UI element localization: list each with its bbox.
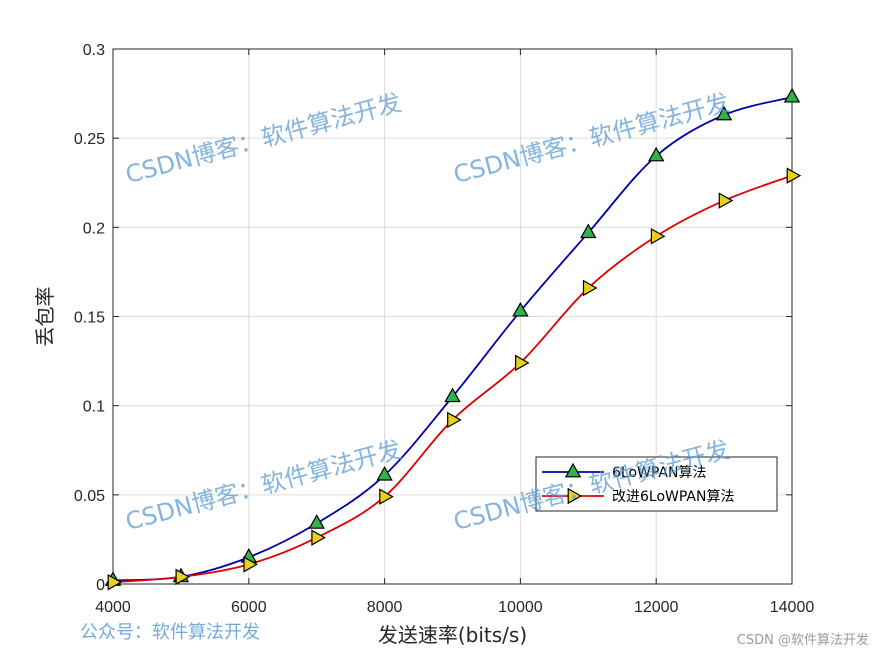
series-markers: [104, 87, 802, 591]
x-tick-label: 14000: [770, 599, 815, 616]
legend-box: [535, 456, 778, 512]
data-point-2: [107, 573, 123, 591]
data-point-2: [243, 556, 259, 573]
legend-swatch-marker: [564, 462, 582, 478]
x-tick-label: 10000: [498, 599, 543, 616]
data-point-1: [308, 514, 325, 529]
watermark-credit: CSDN @软件算法开发: [736, 633, 869, 648]
data-point-2: [379, 488, 394, 505]
axis-ticks: 4000 6000 8000 10000 12000 14000 0 0.05 0.1 0.15 0…: [74, 42, 814, 616]
y-tick-label: 0: [96, 577, 105, 594]
data-point-1: [647, 146, 665, 162]
data-point-1: [376, 465, 393, 481]
data-point-2: [718, 192, 734, 209]
data-point-2: [514, 354, 530, 372]
x-tick-label: 6000: [231, 599, 267, 616]
data-point-2: [582, 279, 598, 297]
series-line-2: [112, 174, 793, 584]
legend-swatch-marker: [567, 487, 583, 505]
x-axis-label: 发送速率(bits/s): [378, 623, 527, 647]
y-tick-label: 0.1: [83, 399, 105, 416]
data-point-1: [580, 223, 597, 239]
x-tick-label: 8000: [367, 599, 403, 616]
x-tick-label: 12000: [634, 599, 679, 616]
data-point-1: [783, 87, 801, 103]
y-tick-label: 0.05: [74, 488, 105, 505]
y-axis-label: 丢包率: [33, 287, 57, 347]
legend-label: 改进6LoWPAN算法: [612, 489, 734, 505]
watermark-footer: 公众号：软件算法开发: [80, 622, 260, 643]
y-tick-label: 0.25: [74, 131, 105, 148]
data-point-1: [715, 105, 733, 121]
data-point-2: [311, 529, 326, 546]
y-tick-label: 0.15: [74, 310, 105, 327]
y-tick-label: 0.3: [83, 42, 105, 59]
data-point-2: [175, 568, 191, 586]
series-line-1: [112, 96, 793, 582]
data-point-2: [650, 228, 666, 245]
x-tick-label: 4000: [95, 599, 131, 616]
data-point-1: [512, 301, 529, 317]
y-tick-label: 0.2: [83, 220, 105, 237]
data-point-2: [786, 167, 802, 184]
data-point-1: [444, 387, 461, 403]
legend-label: 6LoWPAN算法: [612, 465, 706, 481]
data-point-2: [447, 411, 462, 429]
